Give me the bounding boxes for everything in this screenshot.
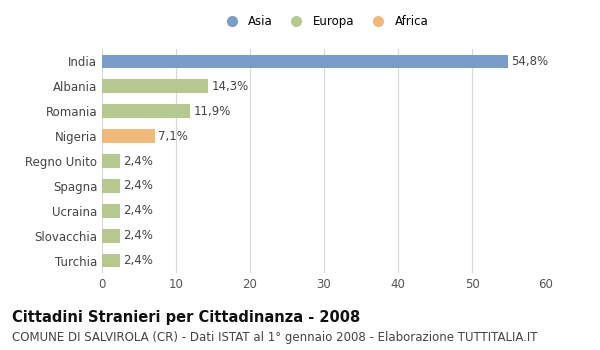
Bar [102, 129, 155, 143]
Bar [102, 79, 208, 93]
Text: 2,4%: 2,4% [124, 180, 154, 193]
Text: 2,4%: 2,4% [124, 229, 154, 242]
Bar [102, 154, 120, 168]
Text: COMUNE DI SALVIROLA (CR) - Dati ISTAT al 1° gennaio 2008 - Elaborazione TUTTITAL: COMUNE DI SALVIROLA (CR) - Dati ISTAT al… [12, 331, 538, 344]
Text: 54,8%: 54,8% [511, 55, 548, 68]
Legend: Asia, Europa, Africa: Asia, Europa, Africa [215, 10, 433, 33]
Bar [102, 204, 120, 218]
Text: 2,4%: 2,4% [124, 254, 154, 267]
Text: 2,4%: 2,4% [124, 204, 154, 217]
Text: 11,9%: 11,9% [194, 105, 231, 118]
Bar [102, 254, 120, 267]
Bar [102, 229, 120, 243]
Bar [102, 179, 120, 193]
Text: 7,1%: 7,1% [158, 130, 188, 142]
Text: 2,4%: 2,4% [124, 154, 154, 168]
Text: Cittadini Stranieri per Cittadinanza - 2008: Cittadini Stranieri per Cittadinanza - 2… [12, 310, 360, 325]
Bar [102, 104, 190, 118]
Text: 14,3%: 14,3% [212, 80, 249, 93]
Bar [102, 55, 508, 68]
